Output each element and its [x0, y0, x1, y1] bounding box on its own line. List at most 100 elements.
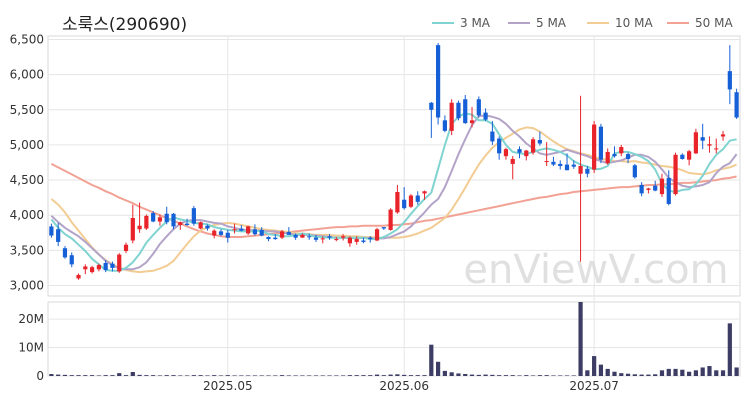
- legend-label: 5 MA: [536, 16, 567, 30]
- price-tick-label: 4,000: [10, 208, 44, 222]
- candle-body: [184, 223, 190, 226]
- volume-bar: [612, 371, 617, 376]
- candle-body: [123, 244, 129, 252]
- volume-bar: [368, 375, 373, 376]
- candle-body: [612, 154, 617, 157]
- candle-body: [544, 161, 549, 163]
- candle-body: [320, 238, 325, 240]
- volume-bar: [720, 370, 726, 376]
- volume-bar: [517, 375, 522, 376]
- candle-body: [727, 71, 732, 90]
- candle-body: [517, 149, 522, 153]
- volume-bar: [510, 375, 515, 376]
- volume-bar: [320, 375, 325, 376]
- volume-bar: [191, 375, 196, 376]
- legend-label: 10 MA: [615, 16, 653, 30]
- volume-bar: [395, 374, 400, 376]
- candle-body: [415, 195, 420, 202]
- candle-body: [354, 239, 359, 242]
- volume-panel-frame: [47, 301, 741, 377]
- candle-body: [483, 112, 488, 120]
- candle-body: [374, 229, 380, 241]
- volume-bar: [123, 375, 129, 376]
- time-tick-label: 2025.07: [569, 379, 619, 393]
- volume-bar: [56, 374, 61, 376]
- ma5-line: [50, 114, 738, 271]
- volume-tick-label: 20M: [18, 312, 44, 326]
- volume-bar: [212, 375, 217, 376]
- volume-bar: [537, 375, 542, 376]
- volume-bar: [151, 375, 156, 376]
- candle-body: [639, 184, 644, 194]
- volume-bar: [402, 374, 407, 376]
- volume-bar: [246, 375, 251, 376]
- volume-bar: [178, 375, 183, 376]
- volume-bar: [361, 375, 366, 376]
- volume-bar: [653, 374, 658, 376]
- volume-bar: [727, 323, 732, 376]
- legend-label: 3 MA: [460, 16, 491, 30]
- legend-item-ma50: 50 MA: [667, 16, 733, 30]
- price-tick-label: 3,000: [10, 278, 44, 292]
- volume-bar: [103, 375, 108, 376]
- candle-body: [198, 222, 203, 229]
- legend-swatch: [587, 22, 609, 24]
- volume-bar: [592, 356, 597, 376]
- time-tick-label: 2025.06: [379, 379, 429, 393]
- volume-bar: [110, 375, 115, 376]
- volume-bar: [551, 375, 556, 376]
- volume-bar: [598, 364, 604, 376]
- candle-body: [653, 185, 658, 191]
- candle-body: [524, 150, 529, 157]
- candle-body: [171, 213, 176, 227]
- candle-body: [232, 229, 237, 231]
- candle-body: [680, 154, 685, 159]
- candle-body: [246, 226, 251, 234]
- candle-body: [300, 234, 305, 238]
- volume-bar: [714, 370, 719, 376]
- volume-bar: [544, 375, 549, 376]
- volume-bar: [476, 374, 481, 376]
- volume-bar: [456, 373, 461, 376]
- candle-body: [218, 231, 224, 235]
- volume-bar: [225, 375, 230, 376]
- candle-body: [252, 229, 258, 235]
- candle-body: [646, 188, 651, 190]
- volume-bar: [497, 375, 502, 376]
- volume-bar: [341, 375, 346, 376]
- candle-body: [578, 166, 583, 174]
- volume-bar: [130, 372, 135, 376]
- candle-body: [96, 265, 101, 270]
- volume-bar: [585, 370, 590, 376]
- candle-body: [76, 274, 81, 279]
- candle-body: [592, 124, 597, 170]
- price-panel-frame: [47, 35, 741, 297]
- candle-body: [69, 255, 74, 265]
- candle-body: [212, 230, 217, 236]
- price-tick-label: 3,500: [10, 243, 44, 257]
- price-tick-label: 6,000: [10, 68, 44, 82]
- candle-body: [625, 154, 631, 159]
- price-tick-label: 6,500: [10, 33, 44, 47]
- candle-body: [334, 239, 339, 241]
- candle-body: [62, 248, 68, 258]
- volume-bar: [300, 375, 305, 376]
- candle-body: [347, 237, 353, 244]
- volume-bar: [83, 375, 88, 376]
- volume-bar: [659, 370, 665, 376]
- candle-body: [537, 140, 542, 144]
- chart-title: 소룩스(290690): [62, 15, 188, 35]
- candle-body: [449, 102, 454, 131]
- volume-bar: [578, 302, 583, 376]
- candle-body: [469, 120, 475, 124]
- volume-bar: [734, 367, 739, 376]
- candle-body: [49, 226, 54, 236]
- volume-bar: [666, 368, 671, 376]
- volume-bar: [673, 368, 678, 376]
- volume-bar: [408, 375, 414, 376]
- candle-body: [497, 138, 502, 154]
- volume-bar: [117, 373, 122, 376]
- candle-body: [456, 102, 461, 119]
- candle-body: [110, 263, 115, 268]
